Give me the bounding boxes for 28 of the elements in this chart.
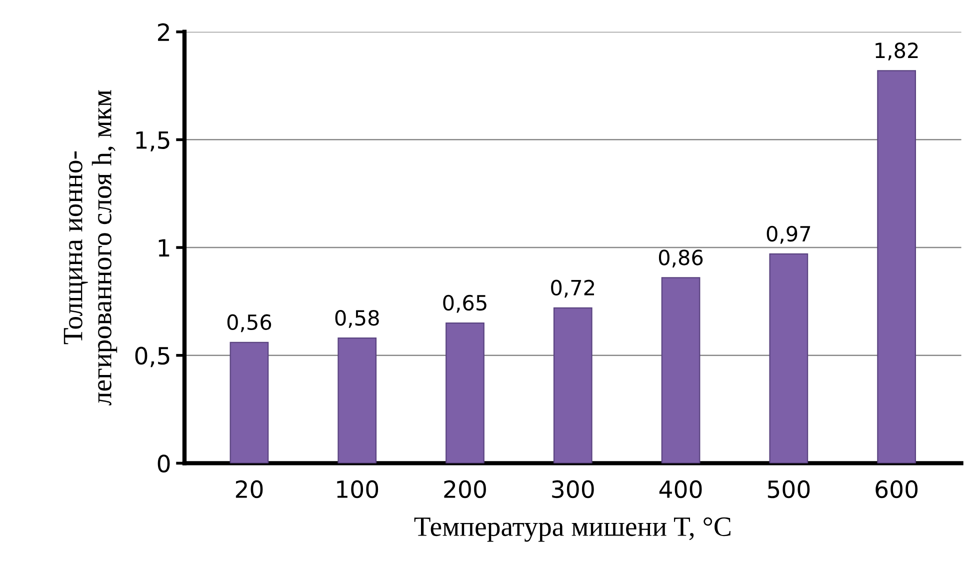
data-label: 0,65 — [443, 294, 486, 313]
bar — [661, 277, 700, 464]
y-tick-label: 1 — [158, 239, 170, 256]
x-tick-label: 100 — [337, 480, 378, 498]
x-tick-label: 600 — [876, 480, 918, 498]
bar — [769, 253, 808, 464]
data-label: 0,56 — [227, 314, 272, 332]
x-tick-label: 20 — [236, 480, 263, 498]
y-tick-label: 0,5 — [135, 346, 170, 368]
bar — [553, 307, 592, 464]
bar — [230, 342, 269, 464]
x-tick-label: 200 — [444, 480, 486, 498]
data-label: 1,82 — [876, 42, 918, 60]
data-label: 0,86 — [658, 250, 703, 268]
x-tick-label: 300 — [552, 480, 594, 498]
bar — [338, 338, 377, 464]
y-tick-label: 0 — [158, 454, 170, 473]
y-tick-label: 1,5 — [136, 131, 170, 152]
y-axis-title: Толщина ионно- легированного слоя h, мкм — [64, 90, 118, 406]
x-axis-title: Температура мишени T, °C — [414, 517, 730, 542]
data-label: 0,97 — [766, 226, 810, 244]
x-tick-label: 500 — [768, 480, 810, 498]
x-tick-label: 400 — [659, 480, 702, 498]
bar — [877, 70, 916, 464]
data-label: 0,58 — [335, 310, 379, 328]
y-tick-label: 2 — [158, 23, 169, 41]
data-label: 0,72 — [551, 280, 594, 298]
bar — [446, 322, 484, 464]
